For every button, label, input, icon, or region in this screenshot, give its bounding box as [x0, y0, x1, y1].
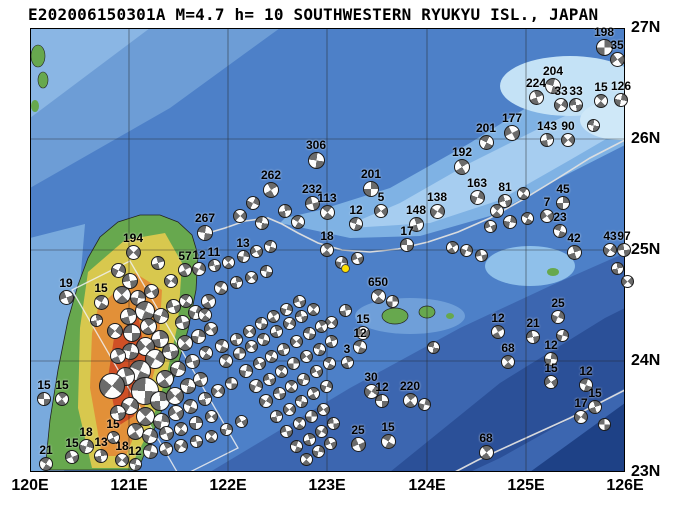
miyako-island — [547, 268, 559, 276]
page-title: E202006150301A M=4.7 h= 10 SOUTHWESTERN … — [28, 5, 599, 24]
longitude-tick-label: 123E — [308, 477, 346, 494]
latitude-tick-label: 23N — [631, 463, 661, 480]
longitude-tick-label: 124E — [408, 477, 446, 494]
iriomote-island — [381, 307, 409, 325]
map-background — [30, 28, 625, 472]
latitude-tick-label: 27N — [631, 19, 661, 36]
latitude-tick-label: 25N — [631, 241, 661, 258]
latitude-tick-label: 26N — [631, 130, 661, 147]
longitude-tick-label: 122E — [209, 477, 247, 494]
longitude-tick-label: 121E — [110, 477, 148, 494]
longitude-tick-label: 120E — [11, 477, 49, 494]
longitude-tick-label: 126E — [606, 477, 644, 494]
latitude-tick-label: 24N — [631, 352, 661, 369]
event-marker — [341, 264, 350, 273]
longitude-tick-label: 125E — [507, 477, 545, 494]
